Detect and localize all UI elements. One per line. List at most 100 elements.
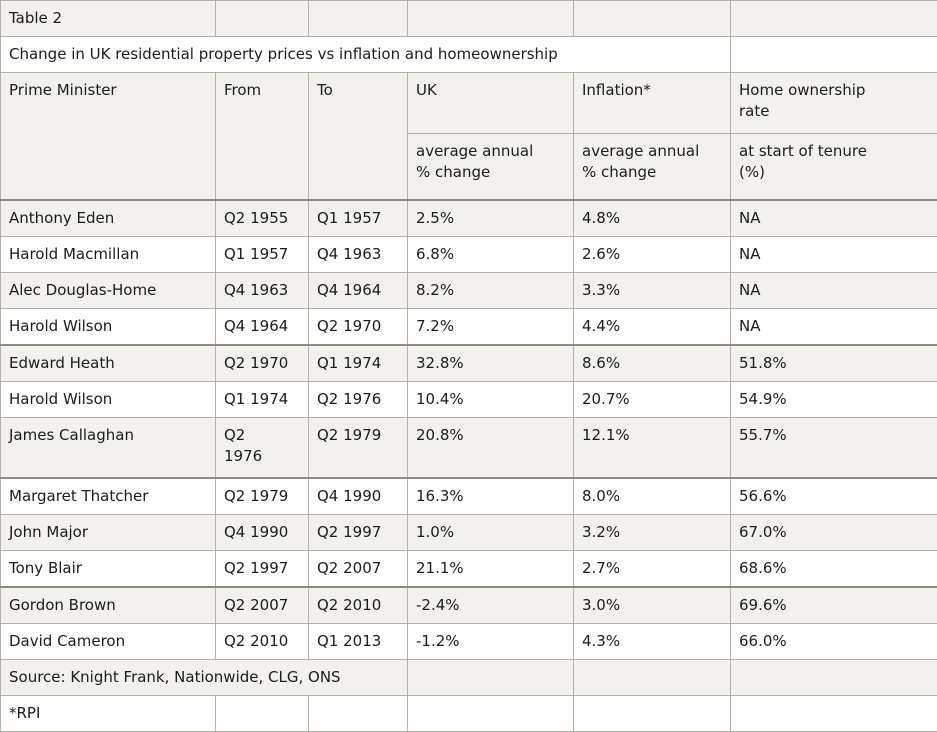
spacer-cell (309, 1, 408, 37)
spacer-cell (408, 696, 574, 732)
spacer-cell (574, 660, 731, 696)
ownership-cell: 56.6% (731, 478, 937, 515)
table-row: Harold Wilson Q4 1964 Q2 1970 7.2% 4.4% … (1, 308, 937, 345)
subheader-uk: average annual % change (408, 134, 574, 200)
col-header-home-ownership: Home ownership rate (731, 73, 937, 134)
col-header-from: From (216, 73, 309, 200)
to-cell: Q2 2010 (309, 587, 408, 624)
pm-cell: Margaret Thatcher (1, 478, 216, 515)
table-label-cell: Table 2 (1, 1, 216, 37)
to-cell: Q1 2013 (309, 624, 408, 660)
table-row: Harold Wilson Q1 1974 Q2 1976 10.4% 20.7… (1, 381, 937, 417)
from-cell: Q2 1976 (216, 417, 309, 478)
pm-cell: Anthony Eden (1, 200, 216, 237)
to-cell: Q2 1979 (309, 417, 408, 478)
inflation-cell: 8.0% (574, 478, 731, 515)
inflation-cell: 12.1% (574, 417, 731, 478)
table-title-cell: Change in UK residential property prices… (1, 37, 731, 73)
table-row: Margaret Thatcher Q2 1979 Q4 1990 16.3% … (1, 478, 937, 515)
to-cell: Q2 1970 (309, 308, 408, 345)
from-cell: Q4 1990 (216, 515, 309, 551)
ownership-cell: NA (731, 272, 937, 308)
from-cell: Q2 1955 (216, 200, 309, 237)
uk-cell: 21.1% (408, 551, 574, 588)
table-row: James Callaghan Q2 1976 Q2 1979 20.8% 12… (1, 417, 937, 478)
spacer-cell (309, 696, 408, 732)
table-row: Anthony Eden Q2 1955 Q1 1957 2.5% 4.8% N… (1, 200, 937, 237)
ownership-cell: 69.6% (731, 587, 937, 624)
ownership-cell: NA (731, 200, 937, 237)
uk-cell: 10.4% (408, 381, 574, 417)
table-title-row: Change in UK residential property prices… (1, 37, 937, 73)
uk-cell: 1.0% (408, 515, 574, 551)
inflation-cell: 8.6% (574, 345, 731, 382)
from-cell: Q2 1970 (216, 345, 309, 382)
from-cell: Q4 1964 (216, 308, 309, 345)
spacer-cell (731, 660, 937, 696)
spacer-cell (216, 696, 309, 732)
to-cell: Q4 1964 (309, 272, 408, 308)
pm-cell: David Cameron (1, 624, 216, 660)
table-row: Edward Heath Q2 1970 Q1 1974 32.8% 8.6% … (1, 345, 937, 382)
from-cell: Q2 1997 (216, 551, 309, 588)
ownership-cell: NA (731, 236, 937, 272)
footnote-row: *RPI (1, 696, 937, 732)
uk-cell: 2.5% (408, 200, 574, 237)
inflation-cell: 4.8% (574, 200, 731, 237)
inflation-cell: 4.3% (574, 624, 731, 660)
uk-cell: 6.8% (408, 236, 574, 272)
uk-cell: 20.8% (408, 417, 574, 478)
to-cell: Q1 1957 (309, 200, 408, 237)
col-header-prime-minister: Prime Minister (1, 73, 216, 200)
uk-cell: 16.3% (408, 478, 574, 515)
subheader-home-ownership: at start of tenure (%) (731, 134, 937, 200)
source-row: Source: Knight Frank, Nationwide, CLG, O… (1, 660, 937, 696)
ownership-cell: 68.6% (731, 551, 937, 588)
to-cell: Q4 1990 (309, 478, 408, 515)
pm-cell: James Callaghan (1, 417, 216, 478)
table-row: Gordon Brown Q2 2007 Q2 2010 -2.4% 3.0% … (1, 587, 937, 624)
ownership-cell: NA (731, 308, 937, 345)
spacer-cell (574, 696, 731, 732)
to-cell: Q4 1963 (309, 236, 408, 272)
inflation-cell: 20.7% (574, 381, 731, 417)
pm-cell: Tony Blair (1, 551, 216, 588)
pm-cell: Harold Macmillan (1, 236, 216, 272)
inflation-cell: 3.0% (574, 587, 731, 624)
table-row: John Major Q4 1990 Q2 1997 1.0% 3.2% 67.… (1, 515, 937, 551)
table-row: David Cameron Q2 2010 Q1 2013 -1.2% 4.3%… (1, 624, 937, 660)
pm-cell: Harold Wilson (1, 308, 216, 345)
spacer-cell (216, 1, 309, 37)
ownership-cell: 67.0% (731, 515, 937, 551)
to-cell: Q2 2007 (309, 551, 408, 588)
subheader-inflation: average annual % change (574, 134, 731, 200)
ownership-cell: 51.8% (731, 345, 937, 382)
source-cell: Source: Knight Frank, Nationwide, CLG, O… (1, 660, 408, 696)
spacer-cell (408, 1, 574, 37)
to-cell: Q2 1997 (309, 515, 408, 551)
table-row: Tony Blair Q2 1997 Q2 2007 21.1% 2.7% 68… (1, 551, 937, 588)
to-cell: Q1 1974 (309, 345, 408, 382)
from-cell: Q4 1963 (216, 272, 309, 308)
col-header-inflation: Inflation* (574, 73, 731, 134)
ownership-cell: 55.7% (731, 417, 937, 478)
inflation-cell: 3.2% (574, 515, 731, 551)
from-cell: Q1 1957 (216, 236, 309, 272)
inflation-cell: 4.4% (574, 308, 731, 345)
col-header-uk: UK (408, 73, 574, 134)
inflation-cell: 2.6% (574, 236, 731, 272)
uk-cell: -2.4% (408, 587, 574, 624)
from-cell: Q1 1974 (216, 381, 309, 417)
footnote-cell: *RPI (1, 696, 216, 732)
from-cell: Q2 2007 (216, 587, 309, 624)
table-row: Alec Douglas-Home Q4 1963 Q4 1964 8.2% 3… (1, 272, 937, 308)
uk-cell: 7.2% (408, 308, 574, 345)
ownership-cell: 54.9% (731, 381, 937, 417)
pm-cell: Gordon Brown (1, 587, 216, 624)
spacer-cell (731, 37, 937, 73)
inflation-cell: 3.3% (574, 272, 731, 308)
to-cell: Q2 1976 (309, 381, 408, 417)
spacer-cell (731, 696, 937, 732)
column-header-row: Prime Minister From To UK Inflation* Hom… (1, 73, 937, 134)
